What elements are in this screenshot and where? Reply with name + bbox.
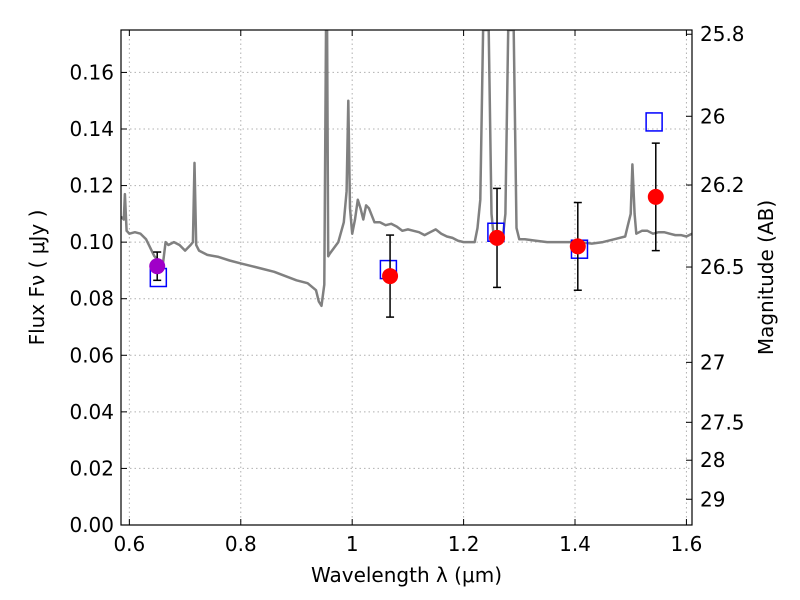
photometry-markers [149,188,664,285]
x-tick-label: 1.6 [671,532,703,556]
x-tick-label: 0.6 [113,532,145,556]
y-tick-label: 0.16 [69,60,114,84]
magnitude-tick-label: 26.5 [700,255,745,279]
axis-ticks [121,30,692,526]
y-tick-label: 0.02 [69,456,114,480]
x-tick-label: 0.8 [225,532,257,556]
y-axis-title: Flux Fν ( μJy ) [25,210,49,346]
plot-frame [120,29,693,526]
y-tick-labels: 0.00 0.02 0.04 0.06 0.08 0.10 0.12 0.14 0.16 [69,60,114,537]
y-tick-label: 0.00 [69,513,114,537]
y-tick-label: 0.14 [69,117,114,141]
y-tick-label: 0.10 [69,230,114,254]
y-tick-label: 0.04 [69,400,114,424]
magnitude-tick-label: 26 [700,104,725,128]
magnitude-tick-label: 25.8 [700,22,745,46]
model-spectrum [121,30,692,308]
x-tick-label: 1.4 [559,532,591,556]
photometry-point [149,258,166,275]
x-tick-labels: 0.6 0.8 1 1.2 1.4 1.6 [113,532,702,556]
photometry-point [489,229,506,246]
model-spectrum-line [121,30,692,308]
magnitude-tick-label: 27 [700,350,725,374]
photometry-point [647,188,664,205]
photometry-point [569,238,586,255]
synthetic-photometry-marker [645,112,663,132]
magnitude-tick-label: 28 [700,448,725,472]
magnitude-axis-title: Magnitude (AB) [754,200,778,355]
x-tick-label: 1 [346,532,359,556]
x-axis-title: Wavelength λ (μm) [311,563,502,587]
y-tick-label: 0.12 [69,174,114,198]
magnitude-tick-label: 27.5 [700,410,745,434]
y-tick-label: 0.08 [69,287,114,311]
magnitude-tick-labels: 25.8 26 26.2 26.5 27 27.5 28 29 [700,22,745,511]
magnitude-tick-label: 29 [700,487,725,511]
photometry-point [382,268,399,285]
magnitude-tick-label: 26.2 [700,173,745,197]
x-tick-label: 1.2 [448,532,480,556]
y-tick-label: 0.06 [69,343,114,367]
